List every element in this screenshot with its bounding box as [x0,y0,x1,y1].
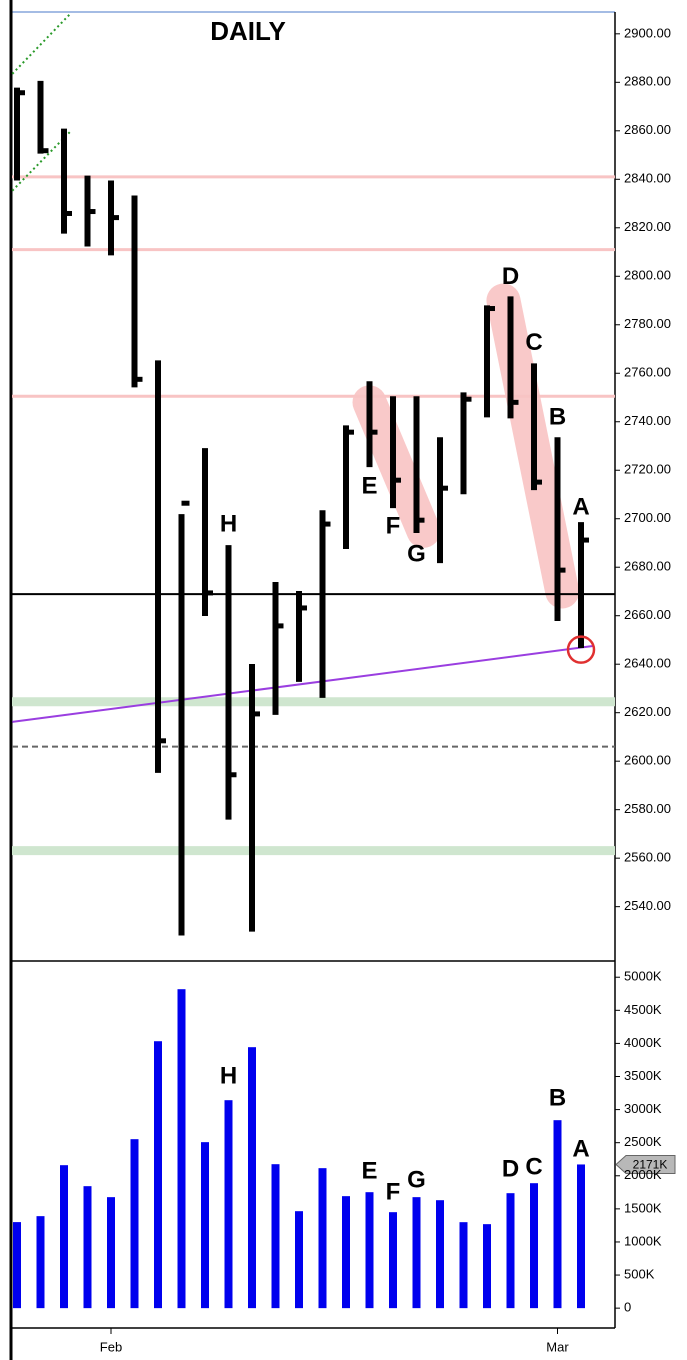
volume-bar [389,1212,397,1309]
annotation: H [220,510,237,537]
annotation: G [407,540,426,567]
y-tick-label: 2540.00 [624,898,671,913]
volume-bar [83,1186,92,1309]
annotation: E [361,473,377,500]
y-tick-label: 2740.00 [624,413,671,428]
volume-bar [412,1197,421,1309]
annotation: A [572,1136,589,1163]
volume-bar [130,1139,139,1309]
annotation: F [386,513,401,540]
y-tick-label: 2000K [624,1167,662,1182]
annotation: F [386,1179,401,1206]
volume-bar [530,1183,538,1309]
volume-bar [201,1142,209,1309]
annotation: D [502,263,519,290]
volume-bar [577,1164,585,1309]
volume-bar [177,989,186,1309]
y-tick-label: 2760.00 [624,365,671,380]
marker-circle [566,635,596,664]
y-tick-label: 2840.00 [624,171,671,186]
y-tick-label: 2880.00 [624,74,671,89]
y-tick-label: 1500K [624,1200,662,1215]
y-tick-label: 2680.00 [624,559,671,574]
y-tick-label: 500K [624,1266,655,1281]
y-tick-label: 2500K [624,1134,662,1149]
volume-bar [483,1224,491,1309]
volume-bar [13,1222,21,1309]
y-tick-label: 2800.00 [624,268,671,283]
y-tick-label: 3500K [624,1068,662,1083]
y-tick-label: 2620.00 [624,704,671,719]
current-value-tag [615,1154,676,1174]
volume-bar [342,1196,350,1309]
volume-bar [60,1165,68,1309]
volume-bar [36,1216,45,1309]
annotation: A [572,493,589,520]
volume-bar [553,1120,562,1309]
volume-bar [506,1193,515,1309]
trend-line [11,12,72,75]
y-tick-label: 0 [624,1300,631,1315]
y-tick-label: 2640.00 [624,656,671,671]
y-tick-label: 2580.00 [624,801,671,816]
annotation: D [502,1155,519,1182]
y-tick-label: 5000K [624,969,662,984]
y-tick-label: 2600.00 [624,753,671,768]
y-tick-label: 2660.00 [624,607,671,622]
x-tick-label: Feb [100,1339,122,1354]
volume-bar [248,1047,256,1309]
annotation: H [220,1063,237,1090]
y-tick-label: 2780.00 [624,316,671,331]
volume-bar [154,1041,162,1309]
trend-line [11,130,72,192]
annotation: E [361,1158,377,1185]
y-tick-label: 2820.00 [624,219,671,234]
annotation: B [549,1085,566,1112]
x-tick-label: Mar [546,1339,569,1354]
y-tick-label: 3000K [624,1101,662,1116]
chart-title: DAILY [210,16,286,46]
volume-bar [459,1222,468,1309]
current-value-label: 2171K [633,1158,668,1172]
volume-bar [365,1192,374,1309]
annotation: C [525,1154,542,1181]
y-tick-label: 4000K [624,1035,662,1050]
y-tick-label: 2900.00 [624,25,671,40]
volume-bar [224,1100,233,1309]
volume-bar [271,1164,280,1309]
y-tick-label: 2720.00 [624,462,671,477]
annotation: B [549,404,566,431]
annotation: C [525,329,542,356]
y-tick-label: 2560.00 [624,850,671,865]
volume-bar [295,1211,303,1309]
y-tick-label: 2700.00 [624,510,671,525]
volume-bar [318,1168,327,1309]
trend-line [12,645,593,723]
volume-bar [107,1197,115,1309]
y-tick-label: 2860.00 [624,122,671,137]
y-tick-label: 1000K [624,1233,662,1248]
y-tick-label: 4500K [624,1002,662,1017]
volume-bar [436,1200,444,1309]
annotation: G [407,1167,426,1194]
